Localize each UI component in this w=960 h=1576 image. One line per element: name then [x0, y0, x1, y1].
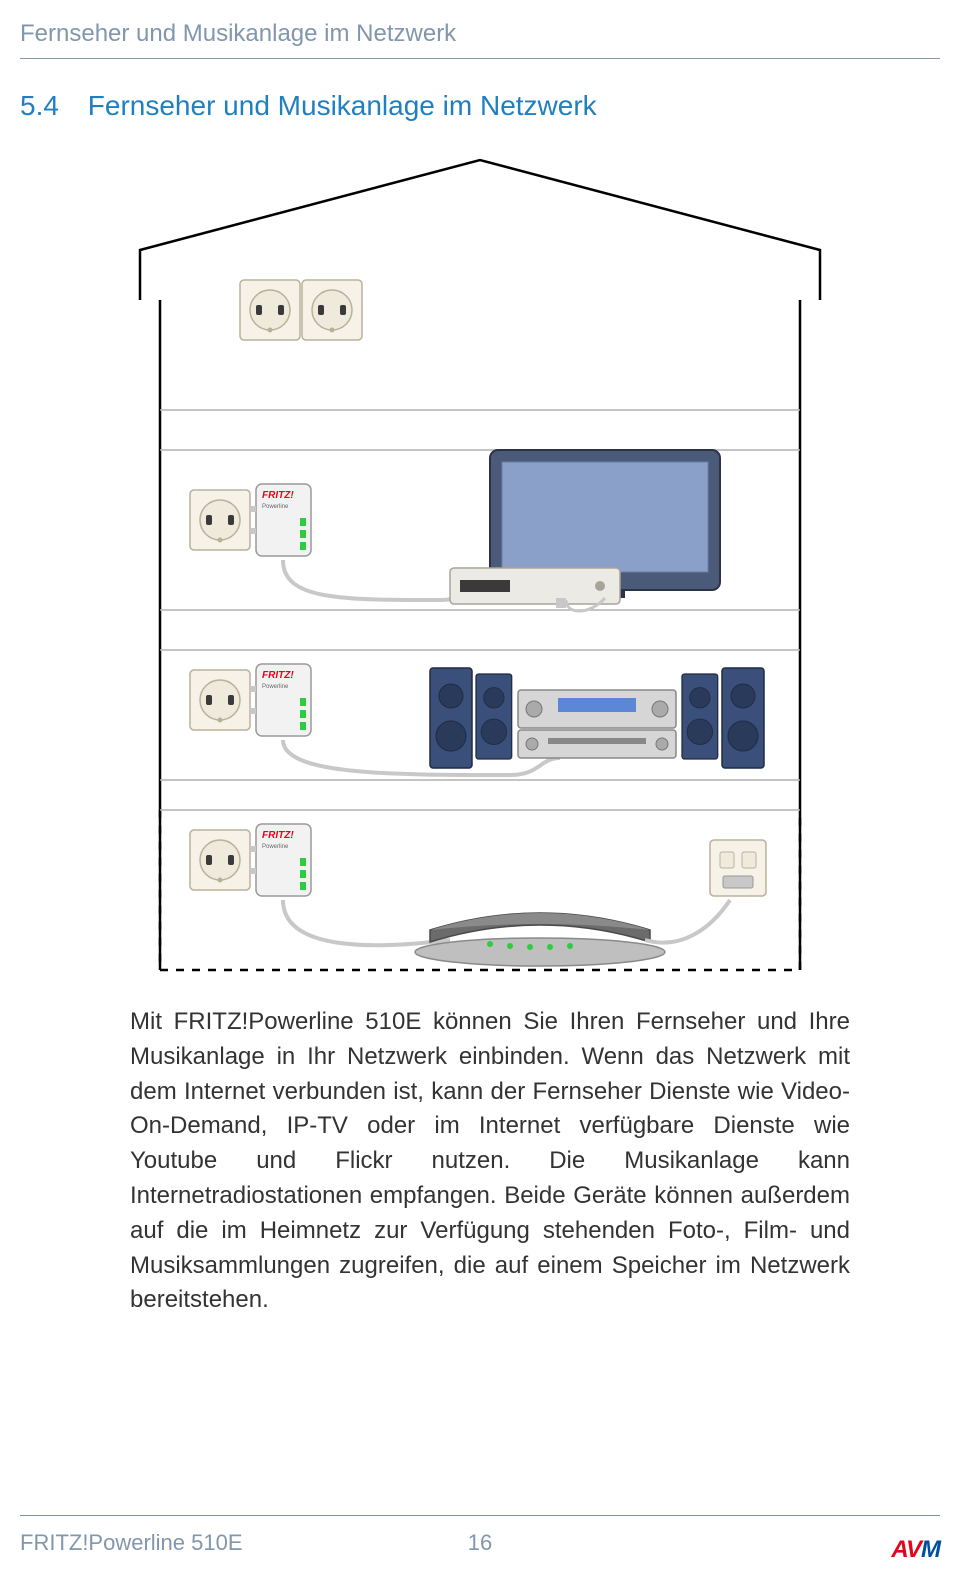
wall-socket — [190, 490, 250, 550]
fritzbox-router — [415, 913, 665, 966]
lan-cable — [283, 900, 450, 945]
avm-logo: AVM — [891, 1536, 940, 1564]
section-heading: Fernseher und Musikanlage im Netzwerk — [88, 90, 597, 121]
section-title: 5.4 Fernseher und Musikanlage im Netzwer… — [20, 90, 597, 122]
wall-socket — [190, 670, 250, 730]
floor-stereo-group — [190, 664, 764, 775]
speaker-left-outer — [430, 668, 472, 768]
phone-wall-jack — [710, 840, 766, 896]
attic-double-socket — [240, 280, 362, 340]
speaker-left-inner — [476, 674, 512, 759]
set-top-box — [450, 568, 620, 608]
speaker-right-inner — [682, 674, 718, 759]
floor-tv-group — [190, 450, 720, 611]
header-rule — [20, 58, 940, 59]
powerline-adapter — [250, 664, 311, 736]
network-house-diagram: FRITZ! Powerline — [90, 150, 870, 980]
stereo-receiver — [518, 690, 676, 758]
powerline-adapter — [250, 824, 311, 896]
house-outline — [140, 160, 820, 300]
powerline-adapter — [250, 484, 311, 556]
body-paragraph: Mit FRITZ!Powerline 510E können Sie Ihre… — [130, 1005, 850, 1318]
running-header: Fernseher und Musikanlage im Netzwerk — [20, 20, 456, 48]
dsl-cable — [645, 900, 730, 943]
speaker-right-outer — [722, 668, 764, 768]
footer-rule — [20, 1515, 940, 1516]
section-number: 5.4 — [20, 90, 80, 122]
floor-router-group — [190, 824, 766, 966]
footer-page-number: 16 — [0, 1530, 960, 1556]
wall-socket — [190, 830, 250, 890]
